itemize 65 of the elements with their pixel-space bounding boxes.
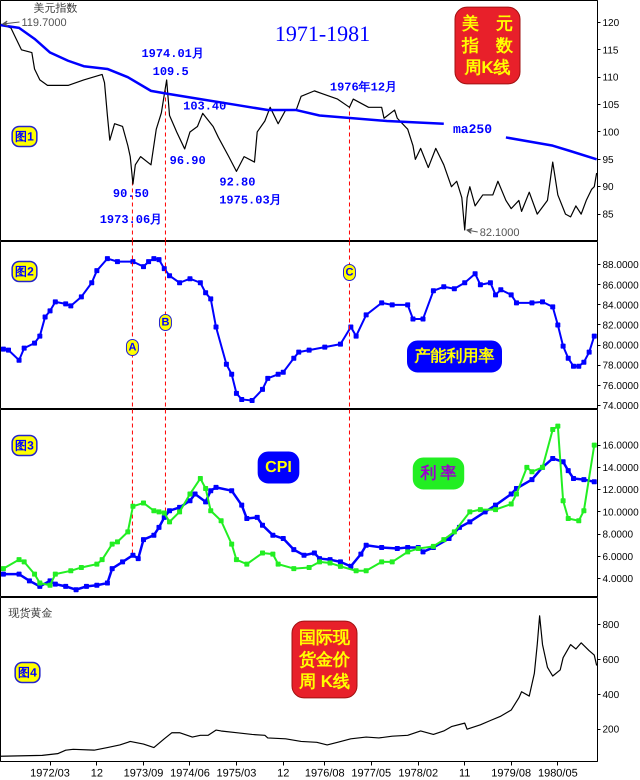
ref-line-label: A bbox=[128, 342, 136, 354]
y-tick-label: 76.0000 bbox=[602, 380, 640, 392]
annotation: 82.1000 bbox=[480, 227, 520, 239]
annotation: 国际现货金价周 K线 bbox=[298, 628, 351, 691]
x-tick-label: 1972/03 bbox=[30, 768, 70, 780]
x-tick-label: 1977/05 bbox=[351, 768, 392, 780]
ref-line-label: B bbox=[161, 316, 170, 328]
y-tick-label: 82.0000 bbox=[602, 320, 640, 332]
y-tick-label: 84.0000 bbox=[602, 300, 640, 312]
annotation: 现货黄金 bbox=[8, 606, 52, 620]
text: CPI bbox=[265, 459, 292, 476]
y-tick-label: 6.0000 bbox=[602, 552, 634, 563]
annotation: 图3 bbox=[15, 438, 34, 452]
y-tick-label: 200 bbox=[602, 724, 620, 736]
y-tick-label: 4.0000 bbox=[602, 574, 634, 586]
x-tick-label: 1980/05 bbox=[538, 768, 578, 780]
x-tick-label: 1975/03 bbox=[216, 768, 256, 780]
series-label: ma250 bbox=[452, 122, 492, 137]
annotation: 90.50 bbox=[112, 186, 149, 201]
annotation: 96.90 bbox=[170, 154, 206, 168]
annotation: 119.7000 bbox=[22, 17, 67, 30]
annotation: 1974.01月 bbox=[141, 46, 204, 61]
y-tick-label: 8.0000 bbox=[602, 530, 634, 541]
y-tick-label: 74.0000 bbox=[602, 400, 640, 412]
y-tick-label: 16.0000 bbox=[602, 440, 640, 452]
y-tick-label: 120 bbox=[602, 18, 620, 29]
y-tick-label: 105 bbox=[602, 100, 620, 112]
text: 1971-1981 bbox=[274, 21, 370, 46]
y-tick-label: 90 bbox=[602, 182, 614, 194]
annotation: 1975.03月 bbox=[219, 193, 282, 208]
series-label: 产能利用率 bbox=[414, 346, 494, 365]
series-label: 利 率 bbox=[419, 463, 457, 482]
y-tick-label: 100 bbox=[602, 127, 620, 138]
y-tick-label: 800 bbox=[602, 620, 620, 632]
y-tick-label: 10.0000 bbox=[602, 507, 640, 518]
y-tick-label: 12.0000 bbox=[602, 485, 640, 496]
ref-line-label: C bbox=[346, 266, 354, 278]
annotation: 92.80 bbox=[219, 175, 256, 190]
annotation: 图1 bbox=[15, 130, 34, 144]
annotation: 图4 bbox=[18, 666, 38, 680]
y-tick-label: 110 bbox=[602, 72, 619, 84]
annotation: 1973.06月 bbox=[100, 212, 162, 227]
annotation: 美 元指 数周K线 bbox=[461, 14, 514, 77]
x-tick-label: 12 bbox=[90, 768, 103, 780]
y-tick-label: 78.0000 bbox=[602, 360, 640, 372]
x-tick-label: 1979/08 bbox=[491, 768, 532, 780]
x-tick-label: 1974/06 bbox=[170, 768, 210, 780]
annotation: 1976年12月 bbox=[330, 79, 398, 94]
y-tick-label: 600 bbox=[602, 654, 620, 666]
annotation: 109.5 bbox=[152, 64, 189, 79]
y-tick-label: 115 bbox=[602, 45, 619, 56]
y-tick-label: 400 bbox=[602, 690, 620, 701]
x-tick-label: 12 bbox=[277, 768, 290, 780]
annotation: 美元指数 bbox=[34, 2, 78, 14]
x-tick-label: 1978/02 bbox=[398, 768, 438, 780]
y-tick-label: 95 bbox=[602, 154, 614, 166]
x-tick-label: 1976/08 bbox=[304, 768, 345, 780]
y-tick-label: 85 bbox=[602, 210, 614, 221]
y-tick-label: 86.0000 bbox=[602, 280, 640, 292]
y-tick-label: 80.0000 bbox=[602, 340, 640, 352]
y-tick-label: 14.0000 bbox=[602, 462, 640, 474]
x-tick-label: 11 bbox=[459, 768, 470, 780]
x-tick-label: 1973/09 bbox=[124, 768, 164, 780]
annotation: 图2 bbox=[15, 264, 34, 278]
y-tick-label: 88.0000 bbox=[602, 260, 640, 272]
